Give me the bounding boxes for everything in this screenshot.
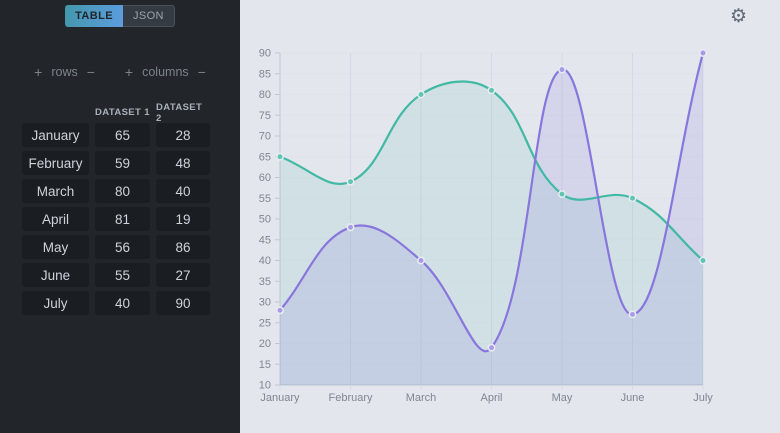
data-point[interactable] xyxy=(699,256,707,265)
data-point[interactable] xyxy=(699,49,707,57)
row-label-cell[interactable]: July xyxy=(22,291,89,315)
y-axis-label: 45 xyxy=(259,234,271,246)
data-point[interactable] xyxy=(558,190,566,199)
value-cell[interactable]: 48 xyxy=(156,151,210,175)
settings-gear-icon[interactable]: ⚙ xyxy=(729,6,747,27)
x-axis-label: June xyxy=(621,392,645,404)
value-cell[interactable]: 27 xyxy=(156,263,210,287)
y-axis-label: 70 xyxy=(259,131,271,143)
y-axis-label: 50 xyxy=(259,214,271,226)
y-axis-label: 80 xyxy=(259,89,271,101)
column-header[interactable]: DATASET 2 xyxy=(156,101,203,124)
y-axis-label: 10 xyxy=(259,380,271,392)
rows-label: rows xyxy=(51,65,78,79)
remove-column-button[interactable]: − xyxy=(197,64,206,80)
tab-table[interactable]: TABLE xyxy=(65,5,123,27)
row-label-cell[interactable]: April xyxy=(22,207,89,231)
area-fill-2 xyxy=(280,53,703,385)
columns-label: columns xyxy=(142,65,189,79)
y-axis-label: 20 xyxy=(259,338,271,350)
rows-control: + rows − xyxy=(32,63,97,81)
x-axis-label: April xyxy=(480,392,502,404)
data-point[interactable] xyxy=(487,86,496,95)
series-line-2 xyxy=(278,51,705,352)
x-axis-label: July xyxy=(693,392,713,404)
data-point[interactable] xyxy=(417,256,425,265)
data-point[interactable] xyxy=(346,177,355,186)
value-cell[interactable]: 56 xyxy=(95,235,150,259)
data-point[interactable] xyxy=(628,194,637,203)
y-axis-label: 30 xyxy=(259,297,271,309)
value-cell[interactable]: 80 xyxy=(95,179,150,203)
data-point[interactable] xyxy=(558,65,566,74)
y-axis-label: 65 xyxy=(259,151,271,163)
tab-json[interactable]: JSON xyxy=(122,5,175,27)
column-header[interactable]: DATASET 1 xyxy=(95,107,150,118)
value-cell[interactable]: 55 xyxy=(95,263,150,287)
table-controls: + rows − + columns − xyxy=(0,63,240,81)
data-point[interactable] xyxy=(276,306,284,315)
x-axis-label: January xyxy=(260,392,300,404)
value-cell[interactable]: 28 xyxy=(156,123,210,147)
data-table: DATASET 1 DATASET 2 January 65 28 February 59 4… xyxy=(22,101,210,315)
y-axis-label: 75 xyxy=(259,110,271,122)
x-axis-label: May xyxy=(552,392,573,404)
value-cell[interactable]: 40 xyxy=(156,179,210,203)
y-axis-label: 15 xyxy=(259,359,271,371)
view-toggle: TABLE JSON xyxy=(0,5,240,27)
data-point[interactable] xyxy=(276,152,284,161)
value-cell[interactable]: 19 xyxy=(156,207,210,231)
corner-cell xyxy=(22,106,89,119)
chart-panel: ⚙ 10 15 20 25 30 35 40 45 50 55 60 65 70 75 80 85 90 Janu… xyxy=(240,0,780,433)
row-label-cell[interactable]: June xyxy=(22,263,89,287)
y-axis-label: 90 xyxy=(259,48,271,60)
value-cell[interactable]: 86 xyxy=(156,235,210,259)
value-cell[interactable]: 40 xyxy=(95,291,150,315)
area-fill-1 xyxy=(280,81,703,385)
line-chart[interactable]: 10 15 20 25 30 35 40 45 50 55 60 65 70 75 80 85 90 Januar… xyxy=(240,0,780,433)
y-axis-label: 60 xyxy=(259,172,271,184)
row-label-cell[interactable]: February xyxy=(22,151,89,175)
y-axis-label: 35 xyxy=(259,276,271,288)
x-axis-label: March xyxy=(406,392,437,404)
value-cell[interactable]: 65 xyxy=(95,123,150,147)
value-cell[interactable]: 59 xyxy=(95,151,150,175)
row-label-cell[interactable]: May xyxy=(22,235,89,259)
sidebar: TABLE JSON + rows − + columns − DATASET 1… xyxy=(0,0,240,433)
row-label-cell[interactable]: March xyxy=(22,179,89,203)
data-point[interactable] xyxy=(417,90,425,99)
value-cell[interactable]: 90 xyxy=(156,291,210,315)
data-point[interactable] xyxy=(628,310,637,319)
value-cell[interactable]: 81 xyxy=(95,207,150,231)
row-label-cell[interactable]: January xyxy=(22,123,89,147)
y-axis-label: 40 xyxy=(259,255,271,267)
y-axis-label: 55 xyxy=(259,193,271,205)
columns-control: + columns − xyxy=(123,63,208,81)
add-row-button[interactable]: + xyxy=(34,64,43,80)
y-axis-label: 85 xyxy=(259,68,271,80)
data-point[interactable] xyxy=(346,223,355,232)
x-axis-label: February xyxy=(328,392,373,404)
add-column-button[interactable]: + xyxy=(124,64,134,80)
y-axis-label: 25 xyxy=(259,317,271,329)
remove-row-button[interactable]: − xyxy=(86,64,95,80)
data-point[interactable] xyxy=(487,343,496,352)
